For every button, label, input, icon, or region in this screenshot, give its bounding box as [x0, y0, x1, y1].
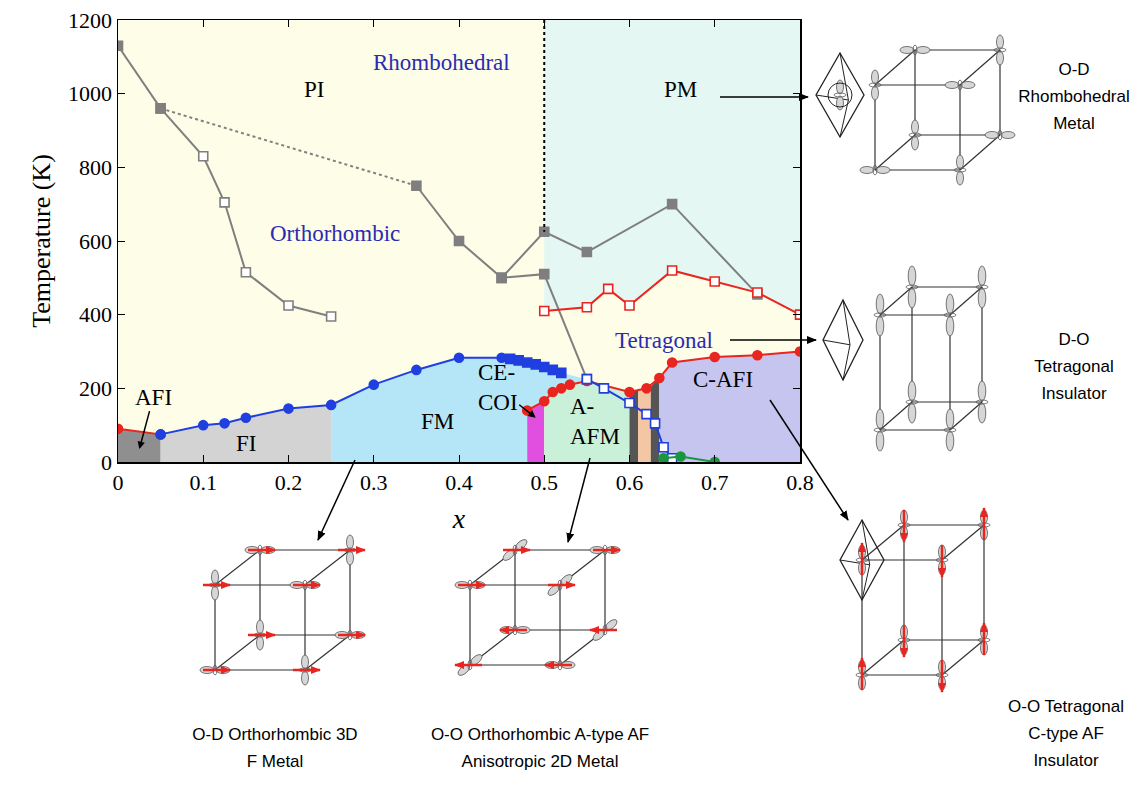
svg-text:Metal: Metal — [1053, 114, 1095, 133]
svg-text:Insulator: Insulator — [1041, 384, 1107, 403]
svg-text:0.6: 0.6 — [616, 470, 644, 495]
svg-text:CE-COI: CE-COI — [478, 360, 518, 415]
svg-text:PI: PI — [304, 77, 324, 102]
svg-text:O-D: O-D — [1058, 60, 1089, 79]
svg-text:Orthorhombic: Orthorhombic — [270, 221, 400, 246]
svg-text:O-O Orthorhombic A-type AF: O-O Orthorhombic A-type AF — [431, 725, 649, 744]
svg-text:800: 800 — [79, 155, 112, 180]
svg-text:0.1: 0.1 — [190, 470, 218, 495]
svg-text:600: 600 — [79, 229, 112, 254]
svg-text:Tetragonal: Tetragonal — [1034, 357, 1113, 376]
svg-text:Temperature (K): Temperature (K) — [27, 154, 56, 328]
svg-text:0.5: 0.5 — [531, 470, 559, 495]
svg-text:D-O: D-O — [1058, 330, 1089, 349]
svg-text:F Metal: F Metal — [247, 752, 304, 771]
svg-text:AFI: AFI — [135, 385, 172, 410]
svg-text:FI: FI — [236, 431, 256, 456]
svg-text:0.4: 0.4 — [445, 470, 473, 495]
svg-text:0.2: 0.2 — [275, 470, 303, 495]
svg-text:C-type AF: C-type AF — [1028, 724, 1104, 743]
svg-text:PM: PM — [664, 77, 697, 102]
svg-text:0: 0 — [101, 450, 112, 475]
svg-text:400: 400 — [79, 302, 112, 327]
svg-text:O-D Orthorhombic 3D: O-D Orthorhombic 3D — [192, 725, 357, 744]
svg-text:C-AFI: C-AFI — [693, 367, 753, 392]
svg-text:A-AFM: A-AFM — [570, 394, 620, 449]
svg-text:Rhombohedral: Rhombohedral — [1018, 87, 1130, 106]
svg-text:0: 0 — [113, 470, 124, 495]
svg-text:x: x — [452, 503, 466, 534]
svg-text:Rhombohedral: Rhombohedral — [373, 50, 510, 75]
svg-text:0.3: 0.3 — [360, 470, 388, 495]
svg-text:Insulator: Insulator — [1033, 751, 1099, 770]
svg-text:O-O Tetragonal: O-O Tetragonal — [1008, 697, 1124, 716]
svg-text:0.7: 0.7 — [701, 470, 729, 495]
svg-text:1000: 1000 — [68, 81, 112, 106]
svg-text:200: 200 — [79, 376, 112, 401]
svg-text:1200: 1200 — [68, 8, 112, 33]
svg-text:0.8: 0.8 — [786, 470, 814, 495]
svg-text:Tetragonal: Tetragonal — [615, 328, 713, 353]
svg-text:FM: FM — [421, 409, 454, 434]
svg-text:Anisotropic 2D Metal: Anisotropic 2D Metal — [462, 752, 619, 771]
